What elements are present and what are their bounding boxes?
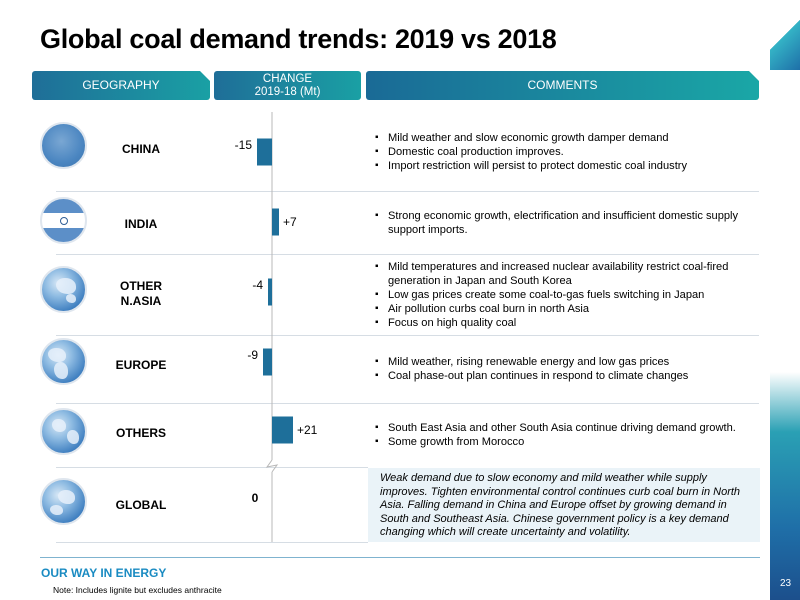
value-label: 0 — [252, 491, 259, 505]
value-label: -9 — [247, 348, 258, 362]
europe-globe-icon — [40, 338, 87, 385]
chakra-wheel-icon — [60, 217, 68, 225]
axis-break-mark — [265, 459, 279, 473]
footer-note: Note: Includes lignite but excludes anth… — [53, 585, 222, 595]
comments-header: COMMENTS — [366, 71, 759, 100]
region-label-china: CHINA — [122, 142, 160, 156]
value-label: -15 — [235, 138, 253, 152]
region-label-others: OTHERS — [115, 426, 166, 440]
geography-header-label: GEOGRAPHY — [82, 78, 160, 92]
comments-header-label: COMMENTS — [527, 78, 598, 92]
value-label: +21 — [297, 423, 318, 437]
comment-block-india: Strong economic growth, electrification … — [374, 209, 760, 237]
comment-bullet: Focus on high quality coal — [374, 316, 760, 330]
bar-china — [257, 138, 272, 166]
india-flag-globe-icon — [40, 197, 87, 244]
brand-tagline: OUR WAY IN ENERGY — [41, 566, 167, 580]
value-label: +7 — [283, 215, 297, 229]
geography-header: GEOGRAPHY — [32, 71, 210, 100]
asia-globe-icon — [40, 266, 87, 313]
world-globe-icon — [40, 408, 87, 455]
row-separator — [56, 254, 759, 255]
page-corner-accent — [770, 0, 800, 70]
comment-block-other-n-asia: Mild temperatures and increased nuclear … — [374, 260, 760, 330]
header-corner-notch — [749, 71, 759, 81]
global-globe-icon — [40, 478, 87, 525]
change-header-label: CHANGE — [262, 73, 313, 85]
row-separator — [56, 467, 368, 468]
value-label: -4 — [252, 278, 263, 292]
global-comment-box — [368, 468, 760, 542]
region-label-other-n-asia: OTHER N.ASIA — [98, 279, 184, 309]
comment-bullet: Mild weather, rising renewable energy an… — [374, 355, 760, 369]
row-separator — [56, 335, 759, 336]
change-bar-chart: -15 +7 -4 -9 +21 0 — [235, 112, 318, 542]
footer-divider — [40, 557, 760, 558]
comment-bullet: Mild weather and slow economic growth da… — [374, 131, 760, 145]
comment-bullet: Strong economic growth, electrification … — [374, 209, 760, 237]
change-header-unit: 2019-18 (Mt) — [254, 86, 321, 98]
landmass-shape — [67, 430, 79, 444]
region-label-europe: EUROPE — [115, 358, 167, 372]
comment-bullet: South East Asia and other South Asia con… — [374, 421, 760, 435]
global-comment-text: Weak demand due to slow economy and mild… — [380, 472, 741, 538]
comment-bullet: Air pollution curbs coal burn in north A… — [374, 302, 760, 316]
chart-value-labels: -15 +7 -4 -9 +21 0 — [235, 138, 318, 505]
comment-bullet: Domestic coal production improves. — [374, 145, 760, 159]
chart-bars — [257, 138, 293, 444]
landmass-shape — [66, 294, 76, 303]
comment-bullet: Some growth from Morocco — [374, 435, 760, 449]
landmass-shape — [56, 278, 76, 294]
region-label-line: OTHER — [120, 279, 162, 293]
region-label-india: INDIA — [124, 217, 158, 231]
comment-bullet: Import restriction will persist to prote… — [374, 159, 760, 173]
header-corner-notch — [200, 71, 210, 81]
china-globe-icon — [40, 122, 87, 169]
comment-block-china: Mild weather and slow economic growth da… — [374, 131, 760, 173]
bar-others — [272, 416, 293, 444]
row-separator — [56, 191, 759, 192]
comment-bullet: Coal phase-out plan continues in respond… — [374, 369, 760, 383]
region-label-global: GLOBAL — [115, 498, 167, 512]
row-separator — [56, 542, 368, 543]
change-header: CHANGE 2019-18 (Mt) — [214, 71, 361, 100]
region-label-line: N.ASIA — [120, 294, 162, 308]
comment-bullet: Low gas prices create some coal-to-gas f… — [374, 288, 760, 302]
landmass-shape — [52, 419, 66, 432]
page-edge-band — [770, 0, 800, 600]
landmass-shape — [50, 505, 63, 515]
comment-bullet: Mild temperatures and increased nuclear … — [374, 260, 760, 288]
bar-other-n-asia — [268, 278, 272, 306]
bar-europe — [263, 348, 272, 376]
landmass-shape — [48, 348, 66, 362]
comment-block-europe: Mild weather, rising renewable energy an… — [374, 355, 760, 383]
comment-block-others: South East Asia and other South Asia con… — [374, 421, 760, 449]
bar-india — [272, 208, 279, 236]
landmass-shape — [58, 490, 75, 504]
landmass-shape — [54, 362, 68, 379]
page-title: Global coal demand trends: 2019 vs 2018 — [40, 24, 557, 54]
page-number: 23 — [780, 578, 792, 589]
row-separator — [56, 403, 759, 404]
